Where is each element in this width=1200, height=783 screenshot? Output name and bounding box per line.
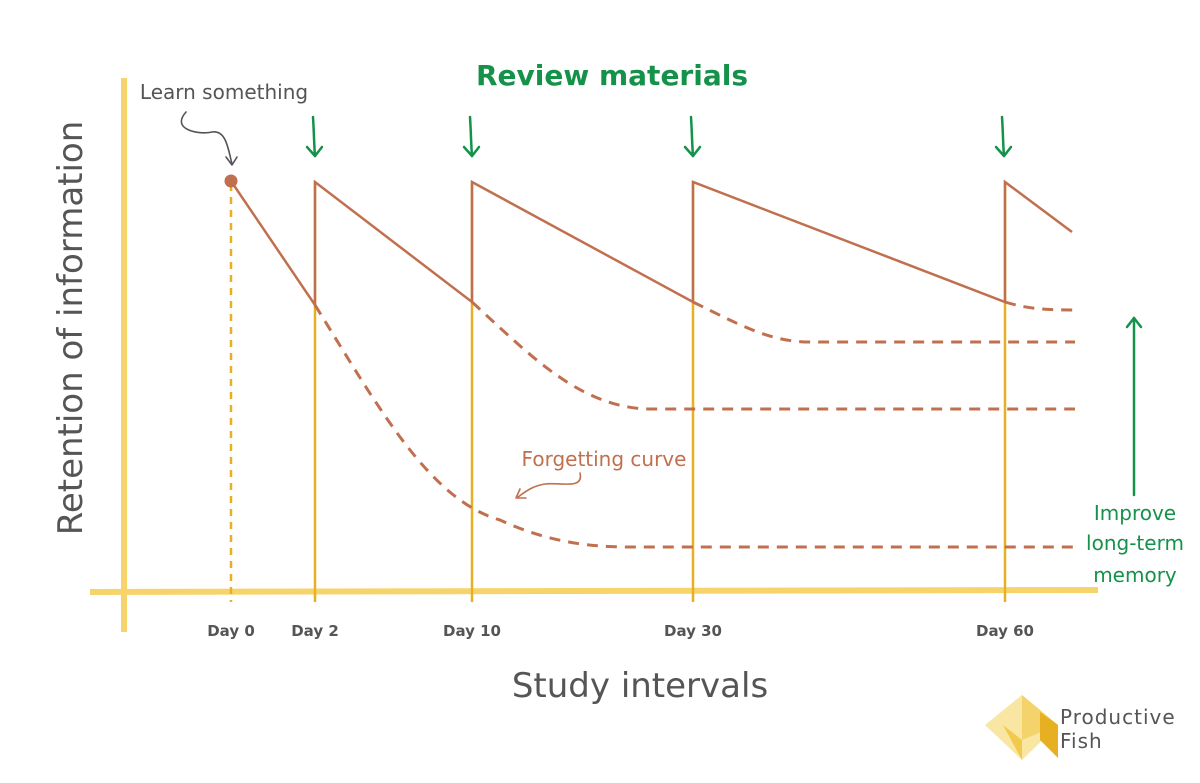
review-arrow-day-30 — [683, 115, 702, 158]
learning-point — [224, 174, 238, 188]
retention-curve — [229, 179, 1073, 310]
tick-day-10: Day 10 — [443, 622, 501, 640]
x-axis-title: Study intervals — [512, 666, 768, 706]
improve-label-line-1: Improve — [1094, 501, 1176, 525]
improve-label-line-2: long-term — [1086, 531, 1184, 555]
x-axis — [89, 587, 1099, 595]
review-arrow-day-60 — [994, 115, 1013, 158]
tick-day-0: Day 0 — [207, 622, 255, 640]
forgetting-curve-4 — [1004, 300, 1076, 312]
chart-title: Review materials — [476, 59, 748, 92]
brand-name-line-2: Fish — [1060, 729, 1103, 753]
improve-arrow — [1125, 316, 1143, 497]
forgetting-curve-3 — [692, 300, 1075, 344]
improve-label-line-3: memory — [1093, 563, 1177, 587]
brand-name-line-1: Productive — [1060, 705, 1176, 729]
learn-something-label: Learn something — [140, 80, 308, 104]
review-arrow-day-2 — [305, 115, 324, 158]
forgetting-curve-2 — [470, 300, 1075, 411]
forgetting-curve-1 — [313, 304, 1075, 549]
review-arrow-day-10 — [462, 115, 481, 158]
productive-fish-logo — [985, 695, 1058, 760]
tick-day-60: Day 60 — [976, 622, 1034, 640]
tick-day-2: Day 2 — [291, 622, 339, 640]
forgetting-pointer-arrow — [515, 472, 582, 499]
y-axis-title: Retention of information — [51, 121, 91, 536]
tick-day-30: Day 30 — [664, 622, 722, 640]
learn-pointer-arrow — [180, 111, 238, 166]
forgetting-curve-label: Forgetting curve — [522, 447, 687, 471]
